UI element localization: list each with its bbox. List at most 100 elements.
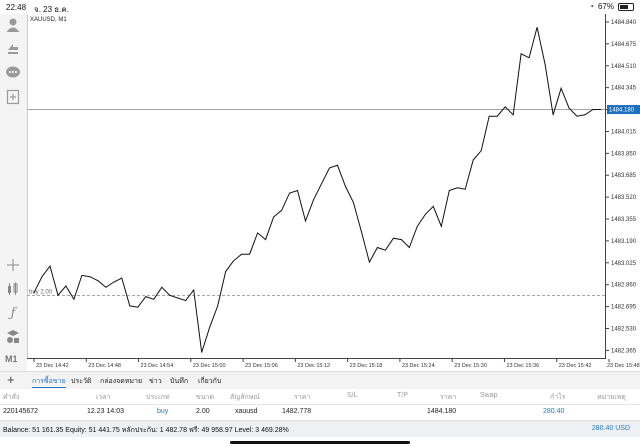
price-point bbox=[464, 188, 466, 190]
price-point bbox=[73, 298, 75, 300]
price-point bbox=[592, 109, 594, 110]
price-point bbox=[512, 114, 514, 116]
price-point bbox=[337, 164, 338, 166]
price-point bbox=[281, 209, 282, 211]
x-tick-label: 23 Dec 15:30 bbox=[454, 363, 487, 369]
y-tick-label: 1482.695 bbox=[611, 305, 637, 311]
x-axis-ticks: 23 Dec 14:42 23 Dec 14:48 23 Dec 14:54 23 D… bbox=[33, 359, 640, 369]
x-tick-label: 23 Dec 14:54 bbox=[141, 363, 174, 369]
price-point bbox=[273, 216, 274, 218]
price-point bbox=[584, 114, 586, 116]
timeframe-button[interactable]: M1 bbox=[5, 354, 18, 364]
price-point bbox=[217, 305, 219, 307]
add-icon[interactable]: + bbox=[7, 372, 15, 387]
price-point bbox=[265, 239, 266, 240]
price-point bbox=[193, 289, 195, 291]
col-sl: S/L bbox=[347, 392, 358, 399]
price-point bbox=[233, 260, 235, 262]
cell-type: buy bbox=[157, 408, 169, 415]
symbol-label: XAUUSD, M1 bbox=[30, 17, 67, 23]
tab-about[interactable]: เกี่ยวกับ bbox=[198, 378, 222, 385]
price-point bbox=[536, 26, 538, 28]
tab-news[interactable]: ข่าว bbox=[149, 378, 162, 385]
indicators-icon[interactable]: ƒ bbox=[10, 305, 16, 321]
x-tick-label: 23 Dec 15:00 bbox=[193, 363, 226, 369]
current-price-tag bbox=[607, 105, 640, 115]
y-tick-label: 1483.850 bbox=[611, 151, 637, 157]
price-point bbox=[145, 296, 147, 298]
price-point bbox=[560, 87, 562, 89]
new-order-icon[interactable] bbox=[4, 88, 22, 106]
price-point bbox=[185, 300, 187, 302]
price-point bbox=[496, 115, 498, 117]
price-point bbox=[89, 276, 91, 278]
y-tick-label: 1483.190 bbox=[611, 239, 637, 245]
x-tick-label: 23 Dec 15:24 bbox=[402, 363, 435, 369]
y-tick-label: 1483.355 bbox=[611, 217, 637, 223]
objects-icon[interactable] bbox=[4, 328, 22, 346]
tab-mailbox[interactable]: กล่องจดหมาย bbox=[100, 378, 143, 385]
y-tick-label: 1484.840 bbox=[611, 20, 637, 26]
crosshair-icon[interactable] bbox=[4, 256, 22, 274]
position-row[interactable]: 220145672 12.23 14:03 buy 2.00 xauusd 14… bbox=[0, 405, 640, 420]
positions-header: คำสั่ง เวลา ประเภท ขนาด สัญลักษณ์ ราคา S… bbox=[0, 388, 640, 405]
price-point bbox=[33, 292, 35, 294]
col-size: ขนาด bbox=[196, 394, 215, 401]
order-level-label: buy 2.00 bbox=[29, 290, 53, 296]
y-tick-label: 1484.675 bbox=[611, 42, 637, 48]
home-indicator bbox=[230, 441, 410, 444]
user-icon[interactable] bbox=[4, 16, 22, 34]
price-point bbox=[416, 225, 418, 227]
y-tick-label: 1483.685 bbox=[611, 173, 637, 179]
price-series-line bbox=[33, 27, 601, 353]
price-point bbox=[249, 253, 251, 255]
y-tick-label: 1484.345 bbox=[611, 86, 637, 92]
price-point bbox=[376, 247, 378, 248]
terminal-tabs: + การซื้อขาย ประวัติ กล่องจดหมาย ข่าว บั… bbox=[0, 371, 640, 389]
chat-icon[interactable] bbox=[4, 64, 22, 82]
price-point bbox=[161, 286, 163, 288]
price-chart[interactable]: XAUUSD, M1 1484.840 1484.675 1484.510 1484.… bbox=[27, 14, 640, 371]
price-point bbox=[65, 285, 67, 287]
price-point bbox=[480, 150, 482, 152]
price-point bbox=[544, 64, 546, 65]
cell-current-price: 1484.180 bbox=[427, 408, 457, 415]
cell-symbol: xauusd bbox=[235, 408, 258, 415]
price-point bbox=[432, 206, 434, 207]
trade-arrows-icon[interactable] bbox=[4, 40, 22, 58]
price-point bbox=[488, 115, 490, 117]
tab-journal[interactable]: บันทึก bbox=[170, 378, 189, 385]
tab-history[interactable]: ประวัติ bbox=[71, 378, 92, 385]
price-point bbox=[520, 53, 522, 55]
x-tick-label: 23 Dec 15:42 bbox=[559, 363, 592, 369]
date: จ. 23 ธ.ค. bbox=[34, 5, 69, 14]
price-point bbox=[81, 275, 83, 276]
chart-toolbar: ƒ M1 bbox=[0, 14, 28, 371]
chart-type-icon[interactable] bbox=[4, 280, 22, 298]
col-profit: กำไร bbox=[550, 394, 566, 401]
col-order: คำสั่ง bbox=[3, 394, 20, 401]
cell-size: 2.00 bbox=[196, 408, 210, 415]
price-point bbox=[353, 202, 354, 203]
price-point bbox=[392, 237, 394, 239]
price-point bbox=[504, 106, 506, 108]
price-point bbox=[345, 186, 346, 187]
price-point bbox=[177, 297, 179, 299]
total-profit: 280.40 USD bbox=[592, 425, 630, 432]
total-profit-value: 280.40 bbox=[591, 425, 614, 432]
col-time: เวลา bbox=[96, 394, 111, 401]
clock: 22:48 bbox=[6, 3, 27, 12]
price-point bbox=[448, 190, 450, 191]
price-point bbox=[97, 280, 99, 282]
col-tp: T/P bbox=[397, 392, 408, 399]
price-point bbox=[113, 281, 115, 283]
x-tick-label: 23 Dec 15:06 bbox=[245, 363, 278, 369]
balance-summary: Balance: 51 161.35 Equity: 51 441.75 หลั… bbox=[3, 427, 289, 434]
status-right: ◔ 67% bbox=[589, 2, 634, 11]
price-point bbox=[49, 265, 51, 267]
y-tick-label: 1484.510 bbox=[611, 64, 637, 70]
price-point bbox=[321, 183, 322, 185]
tab-trade[interactable]: การซื้อขาย bbox=[32, 376, 66, 388]
col-swap: Swap bbox=[480, 392, 498, 399]
price-points bbox=[33, 26, 602, 353]
